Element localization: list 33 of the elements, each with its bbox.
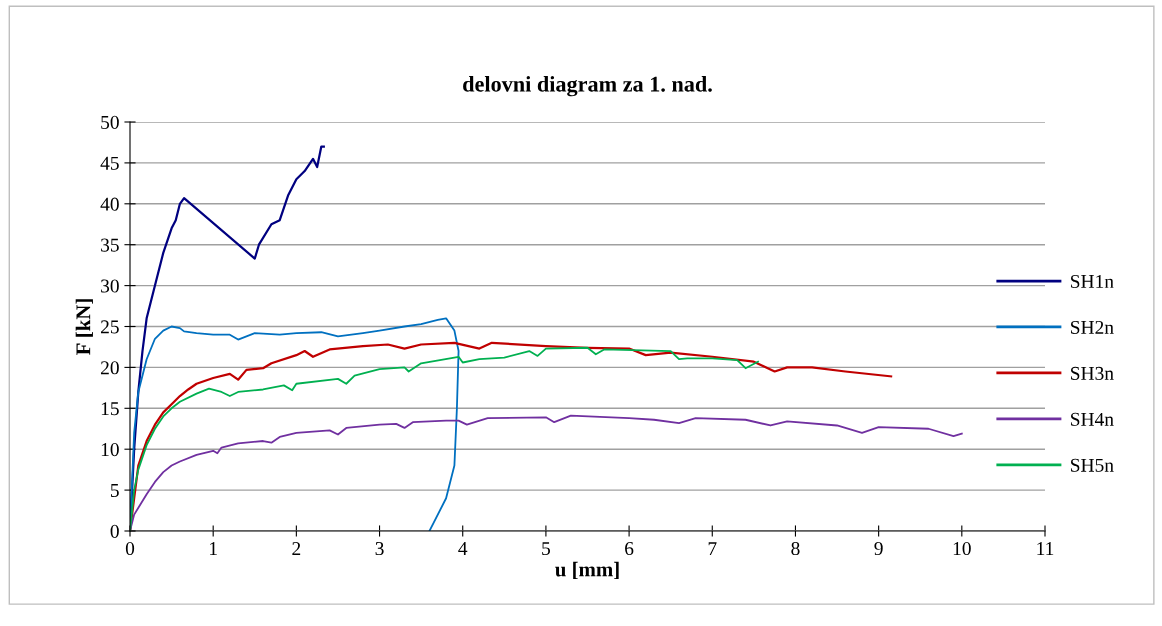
x-axis-title: u [mm] <box>555 561 619 580</box>
y-tick-label: 0 <box>110 524 119 538</box>
y-tick-label: 25 <box>100 320 119 334</box>
x-tick-label: 5 <box>542 542 551 556</box>
x-tick-label: 4 <box>458 542 468 555</box>
legend-label: SH3n <box>1071 366 1114 380</box>
x-tick-label: 0 <box>125 541 135 556</box>
y-tick-label: 15 <box>101 402 119 416</box>
legend-label: SH4n <box>1071 412 1114 426</box>
legend-label: SH2n <box>1071 320 1114 334</box>
x-tick-label: 6 <box>625 542 634 556</box>
y-tick-label: 45 <box>100 156 119 170</box>
x-tick-label: 10 <box>953 541 971 556</box>
y-tick-label: 20 <box>100 361 119 375</box>
x-tick-label: 3 <box>375 542 384 556</box>
y-axis-title: F [kN] <box>75 299 93 355</box>
y-tick-label: 40 <box>100 197 119 211</box>
y-tick-label: 30 <box>101 279 119 293</box>
x-tick-label: 8 <box>791 541 800 556</box>
y-tick-label: 10 <box>101 443 119 457</box>
x-tick-label: 1 <box>210 542 217 555</box>
line-series <box>130 414 963 531</box>
x-tick-label: 2 <box>292 542 301 555</box>
legend-label: SH1n <box>1071 274 1114 289</box>
y-tick-label: 50 <box>101 115 119 129</box>
line-series <box>130 317 460 531</box>
x-tick-label: 11 <box>1037 542 1054 555</box>
y-tick-label: 35 <box>101 238 119 252</box>
legend-label: SH5n <box>1071 458 1114 472</box>
x-tick-label: 9 <box>874 542 883 556</box>
chart-title: delovni diagram za 1. nad. <box>463 76 712 97</box>
y-tick-label: 5 <box>110 484 119 498</box>
x-tick-label: 7 <box>708 542 717 555</box>
